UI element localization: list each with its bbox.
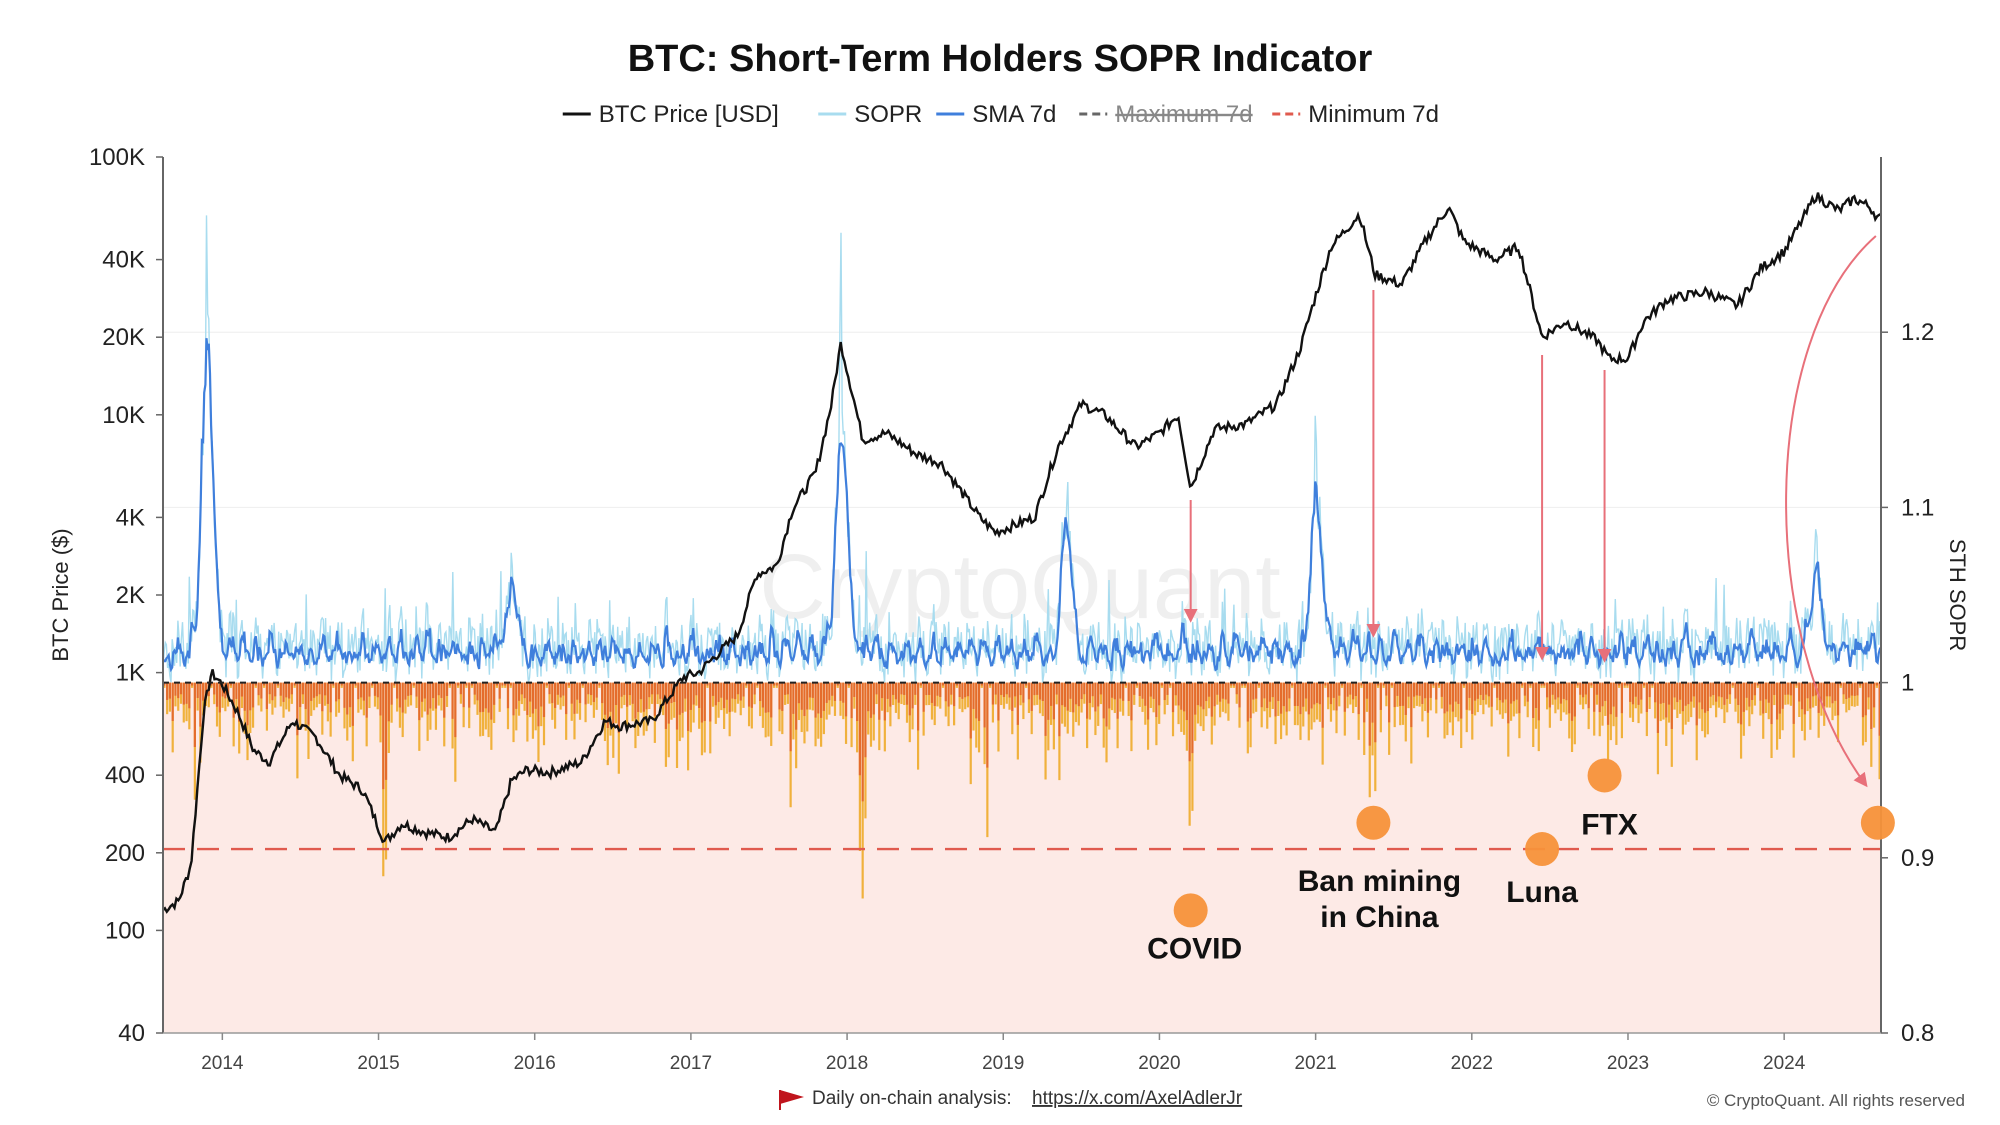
legend-item: BTC Price [USD]: [562, 101, 779, 128]
legend-label: Minimum 7d: [1308, 101, 1439, 128]
x-tick-label: 2016: [514, 1053, 556, 1074]
left-tick-label: 10K: [102, 402, 145, 429]
x-tick-label: 2020: [1138, 1053, 1180, 1074]
btc-price-line: [163, 192, 1881, 914]
legend-item: Minimum 7d: [1272, 101, 1439, 128]
right-tick-label: 1: [1901, 670, 1914, 697]
legend-label: SOPR: [854, 101, 922, 128]
left-tick-label: 100: [105, 917, 145, 944]
x-tick-label: 2014: [201, 1053, 244, 1074]
chart-title: BTC: Short-Term Holders SOPR Indicator: [628, 38, 1373, 80]
x-tick-label: 2019: [982, 1053, 1024, 1074]
left-tick-label: 400: [105, 762, 145, 789]
footer-link[interactable]: https://x.com/AxelAdlerJr: [1032, 1088, 1243, 1109]
event-marker: [1173, 893, 1208, 928]
sopr-loss-bars: [163, 682, 1881, 899]
event-marker: [1587, 758, 1622, 793]
left-tick-label: 40K: [102, 247, 145, 274]
footer-text: Daily on-chain analysis:: [812, 1088, 1012, 1109]
event-label-line: FTX: [1581, 808, 1638, 841]
x-tick-label: 2018: [826, 1053, 868, 1074]
right-tick-label: 0.8: [1901, 1020, 1934, 1047]
event-label: COVID: [1147, 932, 1242, 965]
legend-label: SMA 7d: [972, 101, 1056, 128]
left-tick-label: 2K: [116, 582, 145, 609]
x-tick-label: 2017: [670, 1053, 712, 1074]
event-marker: [1860, 805, 1895, 840]
event-label: FTX: [1581, 808, 1638, 841]
event-marker: [1525, 832, 1560, 867]
left-tick-label: 4K: [116, 504, 145, 531]
gridlines: [163, 331, 1881, 508]
event-label-line: in China: [1320, 901, 1439, 934]
plot-area: [163, 192, 1881, 914]
right-axis-label: STH SOPR: [1945, 539, 1970, 651]
right-tick-label: 1.2: [1901, 319, 1934, 346]
left-axis-label: BTC Price ($): [48, 528, 73, 661]
x-axis-ticks: 2014 2015 2016 2017 2018 2019 2020 2021 2022 2023…: [201, 1033, 1806, 1074]
event-label: Luna: [1506, 876, 1578, 909]
event-annotations: COVID Ban mining in China Luna FTX: [1147, 235, 1895, 965]
left-axis-ticks: 40 100 200 400 1K 2K 4K 10K 20K 40K 100K: [89, 144, 163, 1047]
copyright: © CryptoQuant. All rights reserved: [1707, 1091, 1965, 1110]
legend-item: SOPR: [818, 101, 922, 128]
legend-label: Maximum 7d: [1115, 101, 1252, 128]
event-label-line: Luna: [1506, 876, 1578, 909]
left-tick-label: 100K: [89, 144, 145, 171]
left-tick-label: 200: [105, 840, 145, 867]
x-tick-label: 2024: [1763, 1053, 1806, 1074]
curved-event-arrow: [1785, 235, 1877, 788]
sopr-sma7d-line: [163, 338, 1881, 673]
watermark: CryptoQuant: [759, 536, 1281, 638]
event-label: Ban mining in China: [1298, 865, 1461, 934]
event-label-line: Ban mining: [1298, 865, 1461, 898]
event-marker: [1356, 805, 1391, 840]
event-label-line: COVID: [1147, 932, 1242, 965]
sub-one-shaded-zone: [163, 682, 1881, 1033]
left-tick-label: 40: [118, 1020, 145, 1047]
left-tick-label: 20K: [102, 324, 145, 351]
legend-item: Maximum 7d: [1079, 101, 1253, 128]
x-tick-label: 2022: [1451, 1053, 1493, 1074]
legend-label: BTC Price [USD]: [599, 101, 779, 128]
legend-item: SMA 7d: [936, 101, 1056, 128]
x-tick-label: 2015: [357, 1053, 399, 1074]
legend: BTC Price [USD] SOPR SMA 7d Maximum 7d Minim…: [562, 101, 1439, 128]
x-tick-label: 2021: [1294, 1053, 1336, 1074]
right-tick-label: 1.1: [1901, 494, 1934, 521]
red-flag-icon: [780, 1090, 804, 1104]
right-tick-label: 0.9: [1901, 845, 1934, 872]
left-tick-label: 1K: [116, 660, 145, 687]
right-axis-ticks: 0.8 0.9 1 1.1 1.2: [1881, 319, 1934, 1047]
x-tick-label: 2023: [1607, 1053, 1649, 1074]
